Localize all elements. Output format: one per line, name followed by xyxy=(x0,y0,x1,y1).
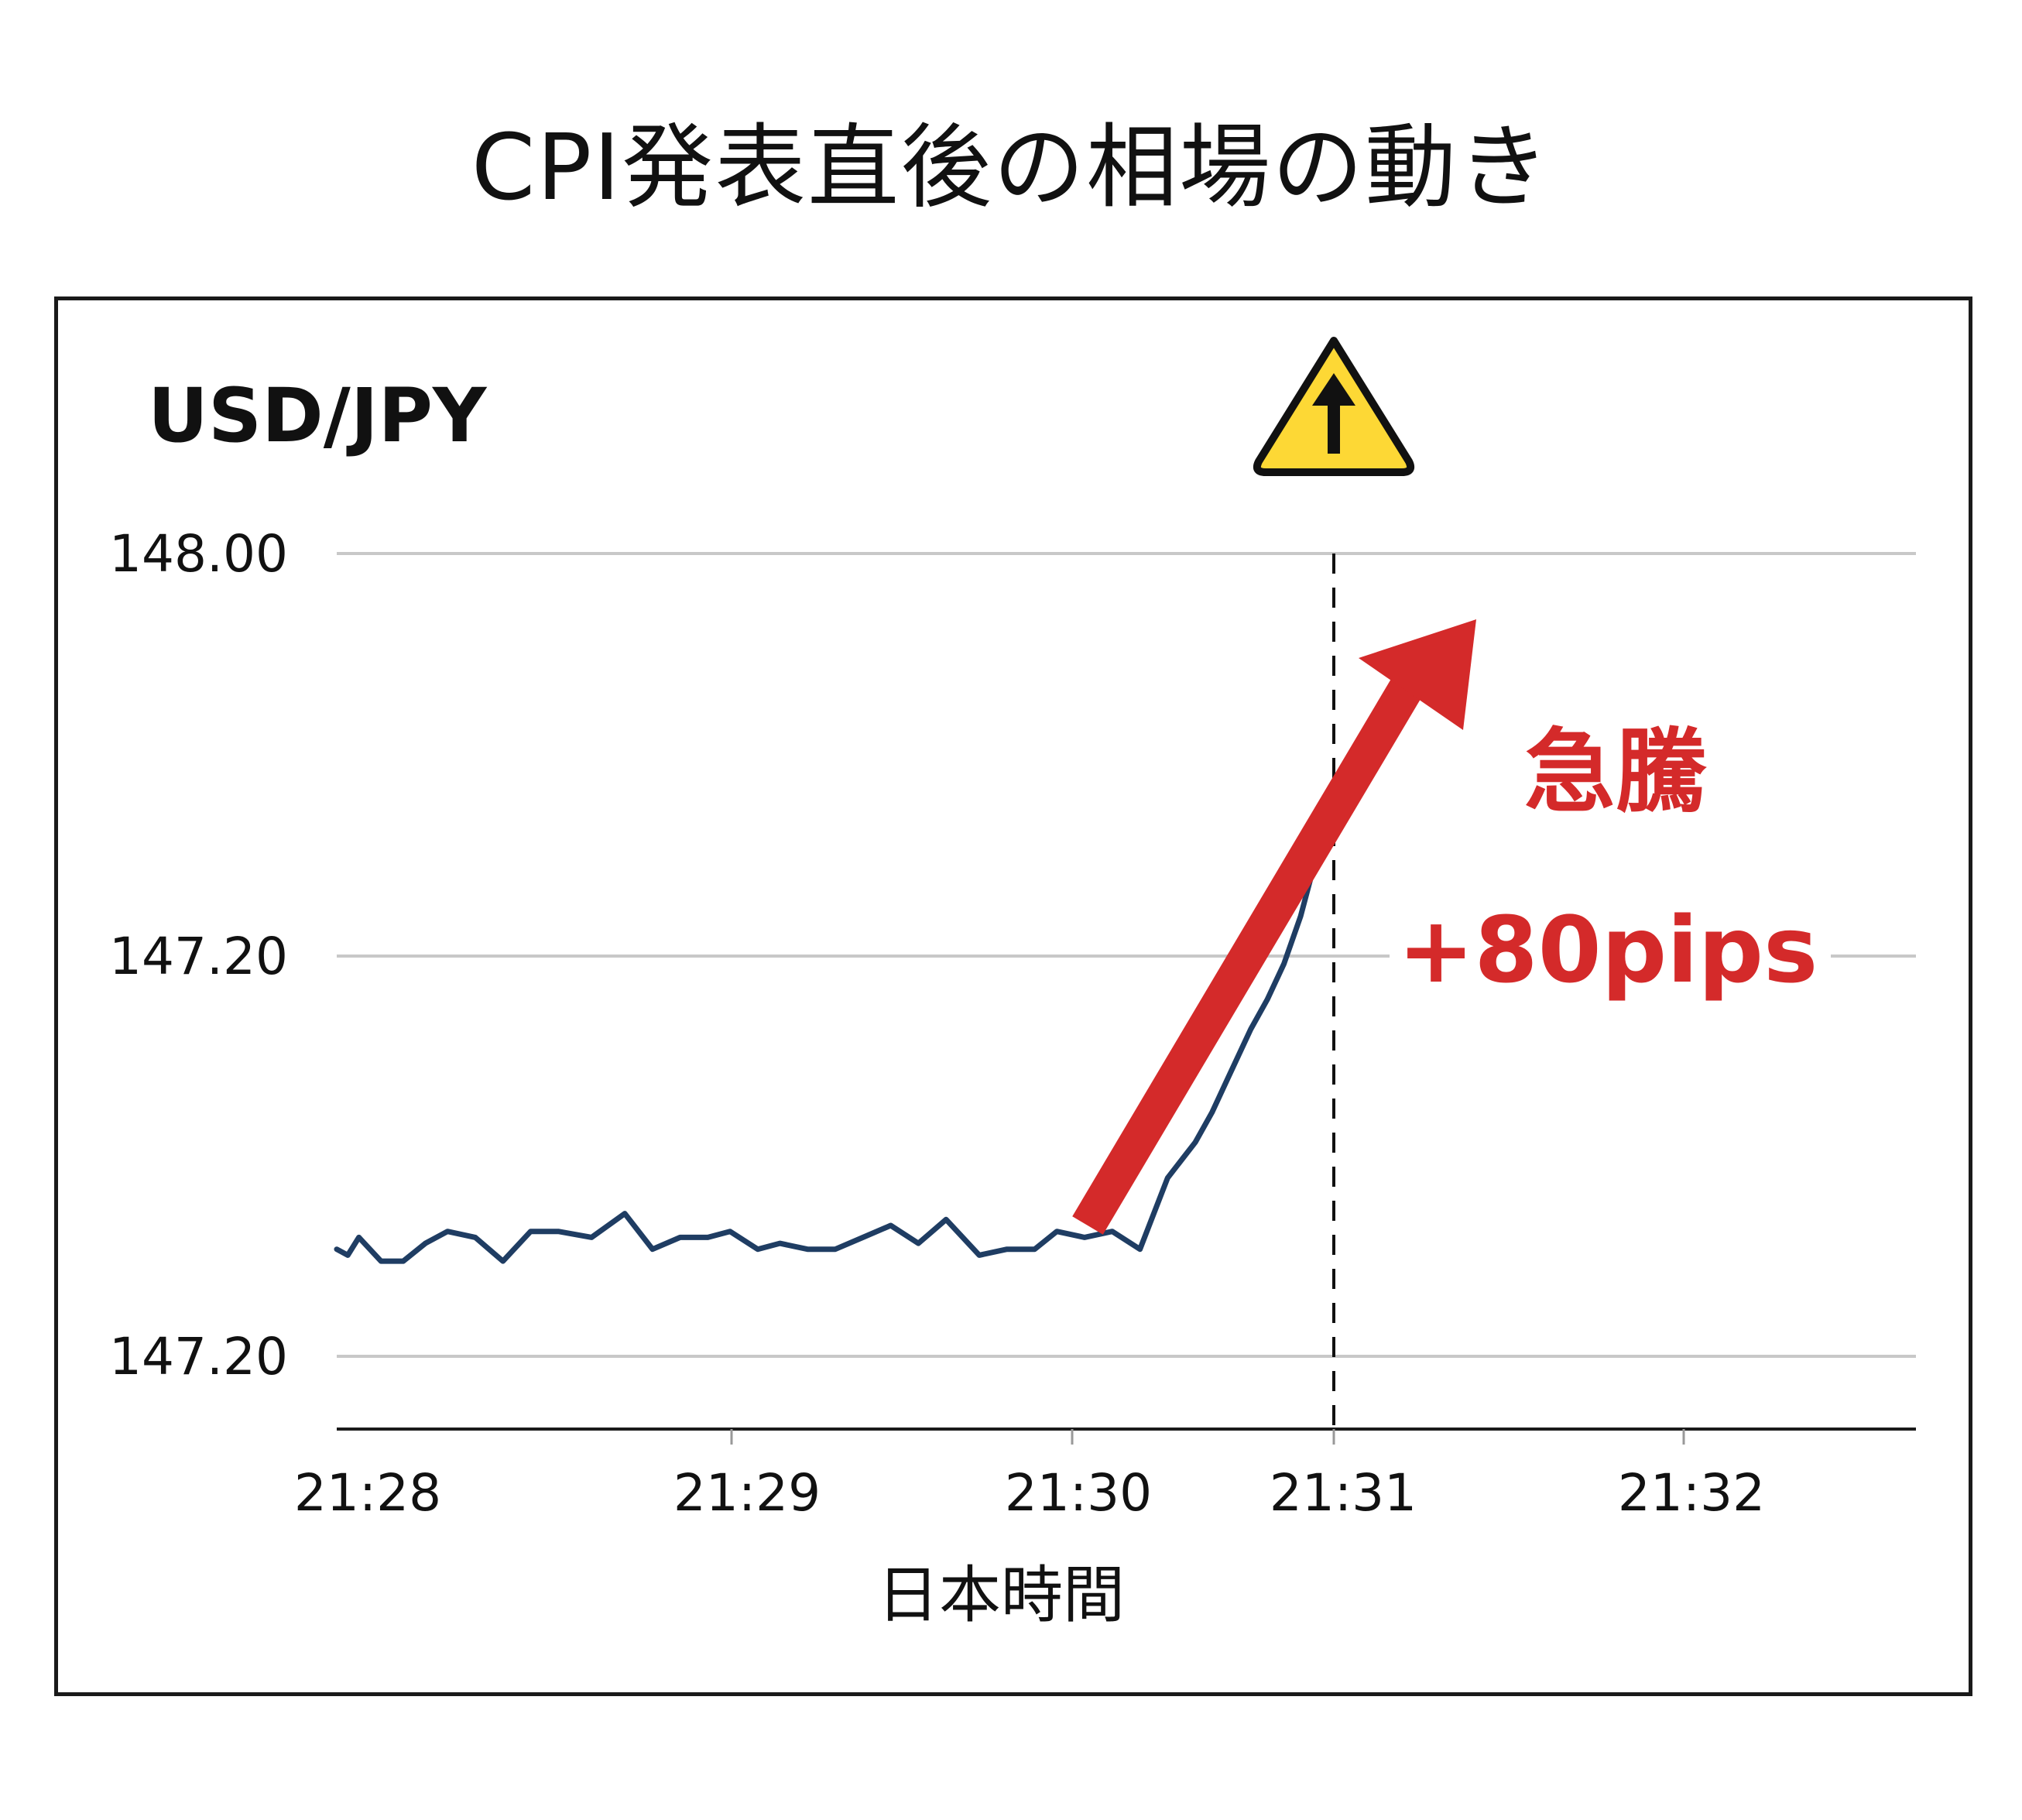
chart-frame: USD/JPY 148.00 147.20 147.20 21:28 21:29… xyxy=(54,296,1972,1696)
surge-change-bg xyxy=(1390,904,1831,1005)
y-tick-label-147-20-lower: 147.20 xyxy=(109,1327,288,1386)
x-tick-label-21-29: 21:29 xyxy=(673,1463,821,1523)
surge-change: +80pips xyxy=(1398,896,1818,1003)
y-tick-label-147-20-upper: 147.20 xyxy=(109,927,288,986)
x-ticks xyxy=(730,1429,1685,1445)
chart-svg: USD/JPY 148.00 147.20 147.20 21:28 21:29… xyxy=(109,337,1916,1631)
surge-arrow xyxy=(1072,619,1476,1235)
x-tick-label-21-31: 21:31 xyxy=(1270,1463,1417,1523)
page-title: CPI発表直後の相場の動き xyxy=(471,114,1551,221)
series-group xyxy=(334,824,1326,1264)
usdjpy-price-line xyxy=(334,824,1326,1264)
x-tick-label-21-28: 21:28 xyxy=(294,1463,441,1523)
pair-label: USD/JPY xyxy=(148,372,488,459)
x-axis-title: 日本時間 xyxy=(877,1559,1125,1631)
x-tick-label-21-30: 21:30 xyxy=(1005,1463,1152,1523)
y-tick-label-148-00: 148.00 xyxy=(109,524,288,584)
surge-label: 急騰 xyxy=(1524,718,1707,825)
warning-triangle-up-arrow-icon xyxy=(1253,337,1415,476)
x-tick-label-21-32: 21:32 xyxy=(1618,1463,1765,1523)
